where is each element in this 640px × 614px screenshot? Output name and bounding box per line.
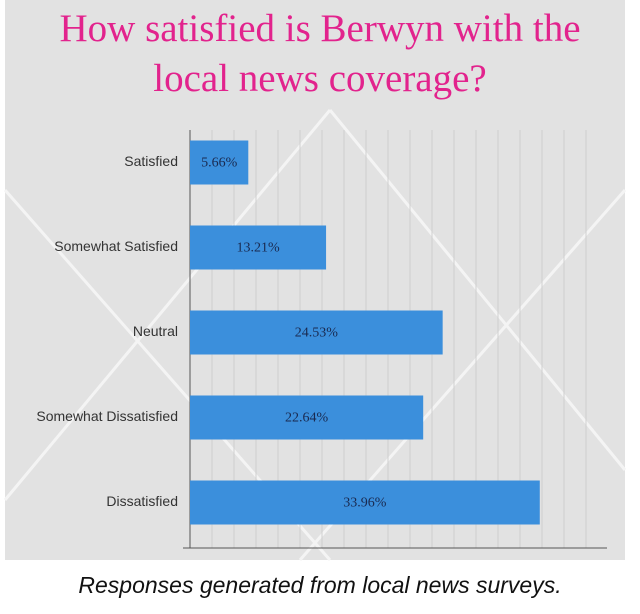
value-label: 24.53% (295, 326, 339, 341)
bar (190, 140, 249, 185)
bar (190, 395, 424, 440)
chart-panel (5, 0, 625, 560)
bar (190, 310, 443, 355)
y-tick-label: Dissatisfied (106, 493, 178, 509)
bar (190, 225, 327, 270)
value-label: 13.21% (236, 241, 280, 256)
value-label: 5.66% (201, 156, 238, 171)
y-tick-label: Satisfied (124, 153, 178, 169)
bar (190, 480, 540, 525)
value-label: 33.96% (343, 496, 387, 511)
y-tick-label: Neutral (133, 323, 178, 339)
y-tick-label: Somewhat Dissatisfied (36, 408, 178, 424)
caption: Responses generated from local news surv… (78, 572, 562, 598)
y-tick-label: Somewhat Satisfied (54, 238, 178, 254)
chart-title: How satisfied is Berwyn with the local n… (59, 7, 581, 100)
value-label: 22.64% (285, 411, 329, 426)
